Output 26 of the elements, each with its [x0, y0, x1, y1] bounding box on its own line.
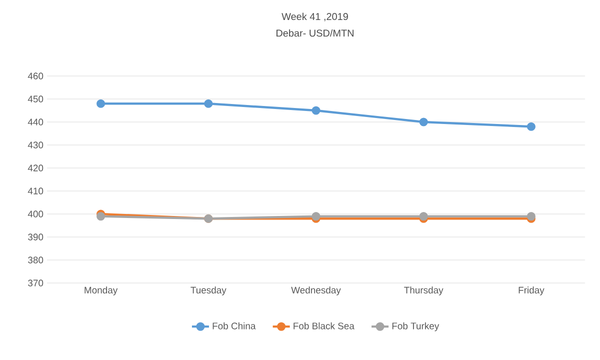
x-tick-label: Thursday: [404, 286, 444, 296]
point: [526, 122, 536, 131]
x-tick-label: Friday: [518, 286, 544, 296]
point: [204, 99, 213, 108]
legend-label: Fob Turkey: [392, 322, 440, 332]
legend-label: Fob China: [212, 322, 256, 330]
y-tick-label: 400: [28, 210, 44, 218]
x-tick-label: Monday: [84, 286, 118, 296]
y-tick-label: 460: [28, 72, 44, 80]
y-tick-label: 440: [28, 118, 44, 126]
y-tick-label: 380: [28, 256, 44, 264]
point: [419, 118, 428, 126]
y-tick-label: 390: [28, 234, 44, 240]
x-tick-label: Tuesday: [190, 286, 226, 296]
x-tick-label: Wednesday: [291, 286, 341, 296]
point: [96, 99, 106, 108]
point: [96, 212, 106, 221]
legend-label: Fob Black Sea: [294, 322, 354, 330]
point: [312, 106, 320, 115]
y-tick-label: 370: [28, 280, 44, 286]
y-tick-label: 430: [28, 142, 44, 148]
chart-subtitle: Debar- USD/MTN: [276, 29, 354, 37]
y-tick-label: 420: [28, 164, 44, 172]
y-tick-label: 410: [28, 188, 44, 194]
y-tick-label: 450: [28, 96, 44, 102]
chart-title: Week 41 ,2019: [282, 12, 348, 22]
